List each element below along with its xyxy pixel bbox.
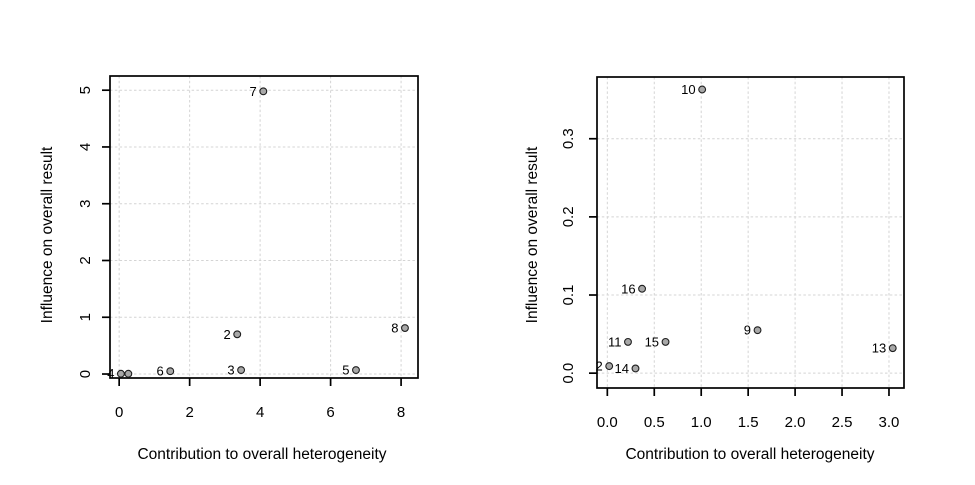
data-point-2 <box>605 362 614 371</box>
plot-border <box>596 76 905 389</box>
data-point-2 <box>233 330 242 339</box>
x-tick-label: 0.5 <box>644 414 665 431</box>
data-point-6 <box>166 367 175 376</box>
x-tick-label: 1.0 <box>691 414 712 431</box>
data-point-label: 9 <box>744 323 751 338</box>
data-point-label: 4 <box>107 366 114 381</box>
chart-panel-0: 0 2 4 6 8 0 1 2 3 4 5 Contribution to overall heter… <box>39 75 419 463</box>
y-axis-title: Influence on overall result <box>39 146 56 323</box>
x-tick-label: 2.0 <box>785 414 806 431</box>
data-point-label: 3 <box>227 363 234 378</box>
x-tick-label: 0.0 <box>597 414 618 431</box>
x-tick-label: 4 <box>256 404 264 421</box>
x-tick-label: 8 <box>397 404 405 421</box>
data-point-5 <box>352 366 360 375</box>
data-point-9 <box>753 326 762 335</box>
data-point-15 <box>661 337 670 346</box>
data-point-8 <box>401 324 409 332</box>
data-point <box>124 369 133 378</box>
y-tick-label: 0.2 <box>560 206 577 227</box>
x-axis-title: Contribution to overall heterogeneity <box>625 446 874 463</box>
x-tick-label: 0 <box>115 404 123 421</box>
data-point-4 <box>116 369 125 378</box>
data-point-label: 14 <box>615 361 629 376</box>
x-tick-label: 3.0 <box>879 414 900 431</box>
y-tick-label: 0.3 <box>560 128 577 149</box>
data-point-label: 5 <box>342 363 349 378</box>
x-tick-label: 2 <box>185 404 193 421</box>
data-point-14 <box>631 364 640 373</box>
y-tick-label: 3 <box>77 200 94 208</box>
data-point-label: 7 <box>250 84 257 99</box>
data-point-label: 2 <box>223 327 230 342</box>
data-point-11 <box>624 337 632 346</box>
y-tick-label: 0.1 <box>560 285 577 306</box>
x-tick-label: 6 <box>326 404 334 421</box>
data-point-label: 2 <box>595 359 602 374</box>
x-tick-label: 2.5 <box>832 414 853 431</box>
data-point-label: 15 <box>645 334 659 349</box>
data-point-7 <box>259 87 268 96</box>
y-tick-label: 5 <box>77 86 94 94</box>
data-point-10 <box>698 85 707 94</box>
x-axis-title: Contribution to overall heterogeneity <box>137 446 386 463</box>
x-tick-label: 1.5 <box>738 414 759 431</box>
data-point-label: 13 <box>872 341 886 356</box>
y-tick-label: 1 <box>77 313 94 321</box>
data-point-label: 8 <box>391 321 398 336</box>
y-tick-label: 2 <box>77 256 94 264</box>
y-axis-title: Influence on overall result <box>524 146 541 323</box>
y-tick-label: 0 <box>77 370 94 378</box>
data-point-3 <box>237 366 246 375</box>
y-tick-label: 0.0 <box>560 363 577 384</box>
data-point-label: 16 <box>621 281 635 296</box>
data-point-label: 11 <box>608 334 622 349</box>
data-point-13 <box>888 344 897 353</box>
y-tick-label: 4 <box>77 143 94 151</box>
chart-panel-1: 0.0 0.5 1.0 1.5 2.0 2.5 3.0 0.0 0.1 0.2 0.3 Contrib… <box>524 76 905 463</box>
data-point-label: 6 <box>157 364 164 379</box>
data-point-label: 10 <box>681 82 695 97</box>
data-point-16 <box>638 284 647 293</box>
plot-border <box>109 75 419 379</box>
